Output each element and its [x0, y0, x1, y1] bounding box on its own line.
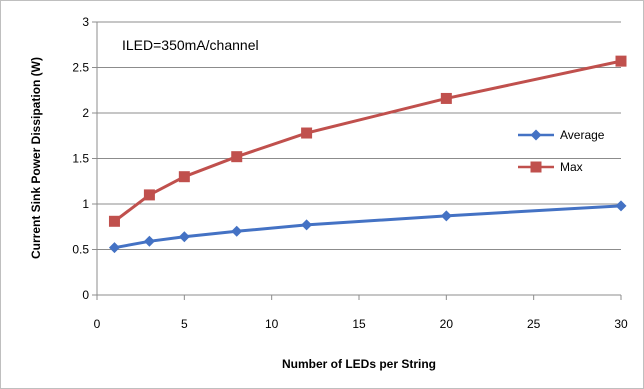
point-average	[231, 225, 243, 237]
point-max	[108, 215, 120, 227]
gridlines	[97, 21, 621, 250]
point-average	[440, 210, 452, 222]
legend: Average Max	[518, 128, 605, 174]
point-max	[143, 189, 155, 201]
x-tick-label: 10	[265, 317, 279, 331]
point-average	[615, 200, 627, 212]
y-tick-label: 1.5	[72, 152, 89, 166]
legend-label-max: Max	[560, 160, 583, 174]
x-tick-label: 30	[614, 317, 628, 331]
annotation-text: ILED=350mA/channel	[122, 37, 259, 53]
y-tick-label: 2	[82, 106, 89, 120]
y-tick-label: 0.5	[72, 243, 89, 257]
point-max	[440, 92, 452, 104]
legend-marker-average	[530, 129, 542, 141]
series-layer	[108, 55, 627, 254]
point-average	[301, 219, 313, 231]
x-tick-label: 15	[352, 317, 366, 331]
y-tick-labels: 0 0.5 1 1.5 2 2.5 3	[72, 15, 89, 302]
axes	[92, 21, 622, 300]
x-tick-label: 0	[94, 317, 101, 331]
point-max	[231, 151, 243, 163]
y-tick-label: 1	[82, 197, 89, 211]
y-tick-label: 3	[82, 15, 89, 29]
y-axis-title: Current Sink Power Dissipation (W)	[29, 57, 43, 259]
x-tick-label: 20	[440, 317, 454, 331]
x-axis-title: Number of LEDs per String	[282, 357, 436, 371]
point-average	[178, 231, 190, 243]
legend-marker-max	[530, 161, 542, 173]
legend-label-average: Average	[560, 128, 605, 142]
y-tick-label: 0	[82, 288, 89, 302]
point-average	[108, 242, 120, 254]
x-tick-labels: 0 5 10 15 20 25 30	[94, 317, 628, 331]
point-max	[615, 55, 627, 67]
x-tick-label: 5	[181, 317, 188, 331]
point-max	[178, 171, 190, 183]
x-tick-label: 25	[527, 317, 541, 331]
y-tick-label: 2.5	[72, 61, 89, 75]
series-line-average	[114, 204, 622, 250]
point-average	[143, 235, 155, 247]
point-max	[301, 127, 313, 139]
series-line-max	[113, 59, 622, 223]
